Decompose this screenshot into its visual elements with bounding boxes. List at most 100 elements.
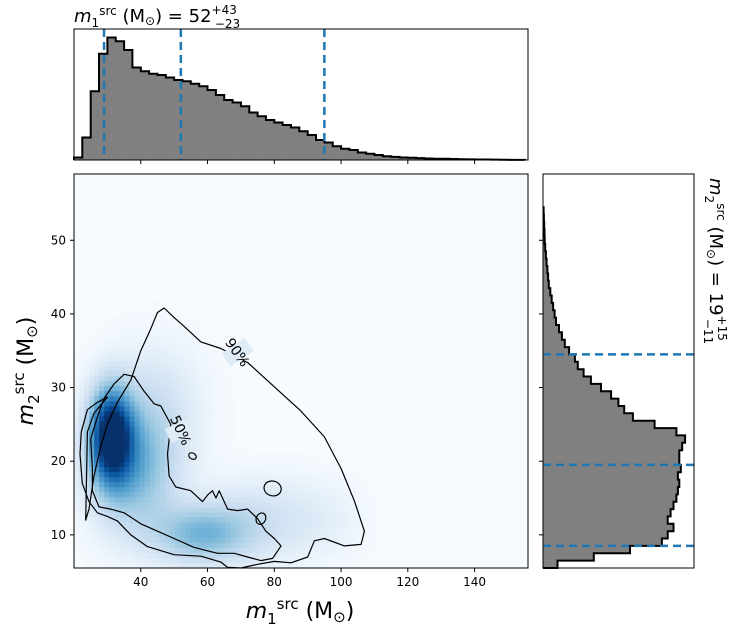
heatmap-cell <box>376 507 383 514</box>
heatmap-cell <box>79 436 85 443</box>
heatmap-cell <box>109 507 115 514</box>
heatmap-cell <box>316 492 322 498</box>
heatmap-cell <box>220 552 226 559</box>
heatmap-cell <box>311 542 317 549</box>
heatmap-cell <box>89 492 95 498</box>
heatmap-cell <box>190 371 196 377</box>
heatmap-cell <box>200 401 206 407</box>
heatmap-cell <box>149 305 156 311</box>
heatmap-cell <box>164 421 171 428</box>
heatmap-cell <box>174 371 181 377</box>
heatmap-cell <box>179 411 186 418</box>
heatmap-cell <box>230 426 237 433</box>
heatmap-cell <box>134 466 141 473</box>
heatmap-cell <box>184 532 191 539</box>
heatmap-cell <box>205 472 211 478</box>
heatmap-cell <box>245 527 252 534</box>
heatmap-cell <box>79 492 85 498</box>
heatmap-cell <box>200 406 206 413</box>
heatmap-cell <box>114 350 120 357</box>
heatmap-cell <box>99 502 105 508</box>
heatmap-cell <box>190 497 196 503</box>
heatmap-cell <box>190 431 196 438</box>
heatmap-cell <box>184 517 191 524</box>
heatmap-cell <box>109 527 115 534</box>
heatmap-cell <box>179 310 186 317</box>
heatmap-cell <box>331 477 337 483</box>
heatmap-cell <box>220 386 226 392</box>
heatmap-cell <box>149 542 156 549</box>
heatmap-cell <box>109 391 115 397</box>
heatmap-cell <box>139 401 146 407</box>
heatmap-cell <box>94 472 100 478</box>
heatmap-cell <box>190 446 196 453</box>
heatmap-cell <box>99 391 105 397</box>
x-tick-label: 120 <box>396 575 419 589</box>
heatmap-cell <box>169 552 176 559</box>
heatmap-cell <box>139 426 146 433</box>
heatmap-cell <box>316 552 322 559</box>
heatmap-cell <box>210 522 216 529</box>
heatmap-cell <box>124 441 131 448</box>
heatmap-cell <box>179 355 186 362</box>
heatmap-cell <box>311 562 317 569</box>
heatmap-cell <box>205 522 211 529</box>
heatmap-cell <box>144 365 151 372</box>
heatmap-cell <box>79 497 85 503</box>
heatmap-cell <box>139 350 146 357</box>
heatmap-cell <box>149 345 156 352</box>
heatmap-cell <box>79 482 85 488</box>
heatmap-cell <box>351 532 358 539</box>
heatmap-cell <box>295 547 302 554</box>
heatmap-cell <box>295 562 302 569</box>
heatmap-cell <box>104 350 110 357</box>
heatmap-cell <box>346 517 353 524</box>
heatmap-cell <box>295 537 302 544</box>
heatmap-cell <box>139 305 146 311</box>
heatmap-cell <box>144 376 151 382</box>
heatmap-cell <box>280 472 287 478</box>
heatmap-cell <box>270 497 277 503</box>
heatmap-cell <box>295 542 302 549</box>
heatmap-cell <box>119 411 126 418</box>
heatmap-cell <box>79 527 85 534</box>
heatmap-cell <box>265 477 272 483</box>
heatmap-cell <box>200 416 206 423</box>
heatmap-cell <box>119 365 126 372</box>
heatmap-cell <box>321 466 327 473</box>
heatmap-cell <box>311 497 317 503</box>
heatmap-cell <box>159 557 166 564</box>
heatmap-cell <box>210 497 216 503</box>
heatmap-cell <box>230 552 237 559</box>
heatmap-cell <box>129 406 136 413</box>
heatmap-cell <box>255 487 262 493</box>
heatmap-cell <box>149 517 156 524</box>
heatmap-cell <box>134 502 141 508</box>
heatmap-cell <box>184 562 191 569</box>
heatmap-cell <box>316 512 322 519</box>
heatmap-cell <box>104 472 110 478</box>
heatmap-cell <box>94 330 100 337</box>
heatmap-cell <box>119 426 126 433</box>
heatmap-cell <box>301 502 307 508</box>
right-histogram-bar <box>543 332 562 341</box>
heatmap-cell <box>285 472 292 478</box>
heatmap-cell <box>74 406 80 413</box>
heatmap-cell <box>94 381 100 387</box>
heatmap-cell <box>195 562 201 569</box>
heatmap-cell <box>225 552 231 559</box>
heatmap-cell <box>351 517 358 524</box>
heatmap-cell <box>240 532 247 539</box>
heatmap-cell <box>174 376 181 382</box>
heatmap-cell <box>159 472 166 478</box>
heatmap-cell <box>311 456 317 463</box>
heatmap-cell <box>99 386 105 392</box>
heatmap-cell <box>124 365 131 372</box>
heatmap-cell <box>225 381 231 387</box>
heatmap-cell <box>104 537 110 544</box>
heatmap-cell <box>235 492 242 498</box>
heatmap-cell <box>159 451 166 458</box>
heatmap-cell <box>129 431 136 438</box>
heatmap-cell <box>109 315 115 322</box>
heatmap-cell <box>361 557 368 564</box>
